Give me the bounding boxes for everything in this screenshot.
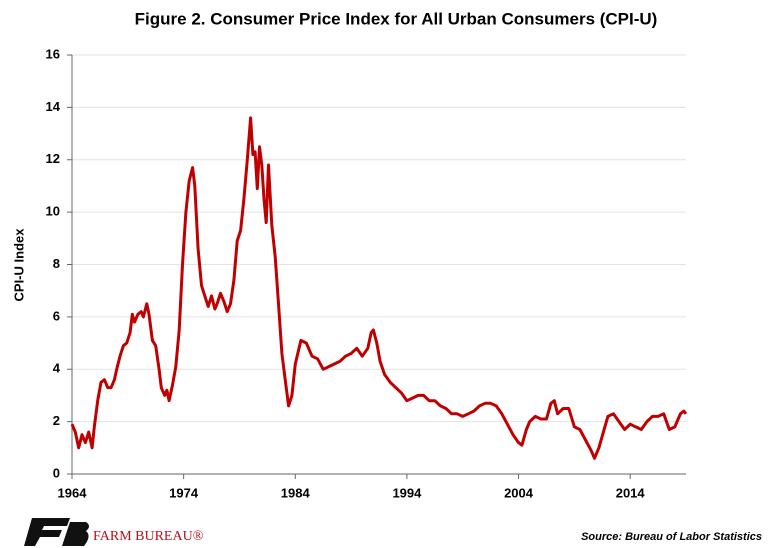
source-note: Source: Bureau of Labor Statistics	[581, 531, 762, 543]
x-tick-label: 1984	[281, 485, 311, 500]
y-tick-label: 2	[53, 413, 60, 428]
logo-text: FARM BUREAU®	[93, 529, 204, 544]
y-axis-label: CPI-U Index	[11, 228, 26, 302]
x-tick-label: 2014	[616, 485, 646, 500]
chart-title: Figure 2. Consumer Price Index for All U…	[135, 9, 658, 28]
logo-mark-b	[62, 522, 89, 546]
cpi-line	[70, 116, 688, 460]
x-tick-label: 1974	[169, 485, 199, 500]
y-tick-label: 16	[46, 46, 60, 61]
x-tick-label: 2004	[504, 485, 534, 500]
logo	[24, 518, 89, 546]
y-tick-label: 10	[46, 204, 60, 219]
y-tick-label: 4	[53, 361, 61, 376]
y-tick-label: 6	[53, 308, 60, 323]
logo-mark	[24, 518, 70, 546]
x-tick-label: 1994	[392, 485, 422, 500]
x-tick-label: 1964	[58, 485, 88, 500]
y-tick-label: 8	[53, 256, 60, 271]
y-tick-label: 14	[46, 99, 61, 114]
y-tick-label: 0	[53, 465, 60, 480]
y-tick-label: 12	[46, 151, 60, 166]
